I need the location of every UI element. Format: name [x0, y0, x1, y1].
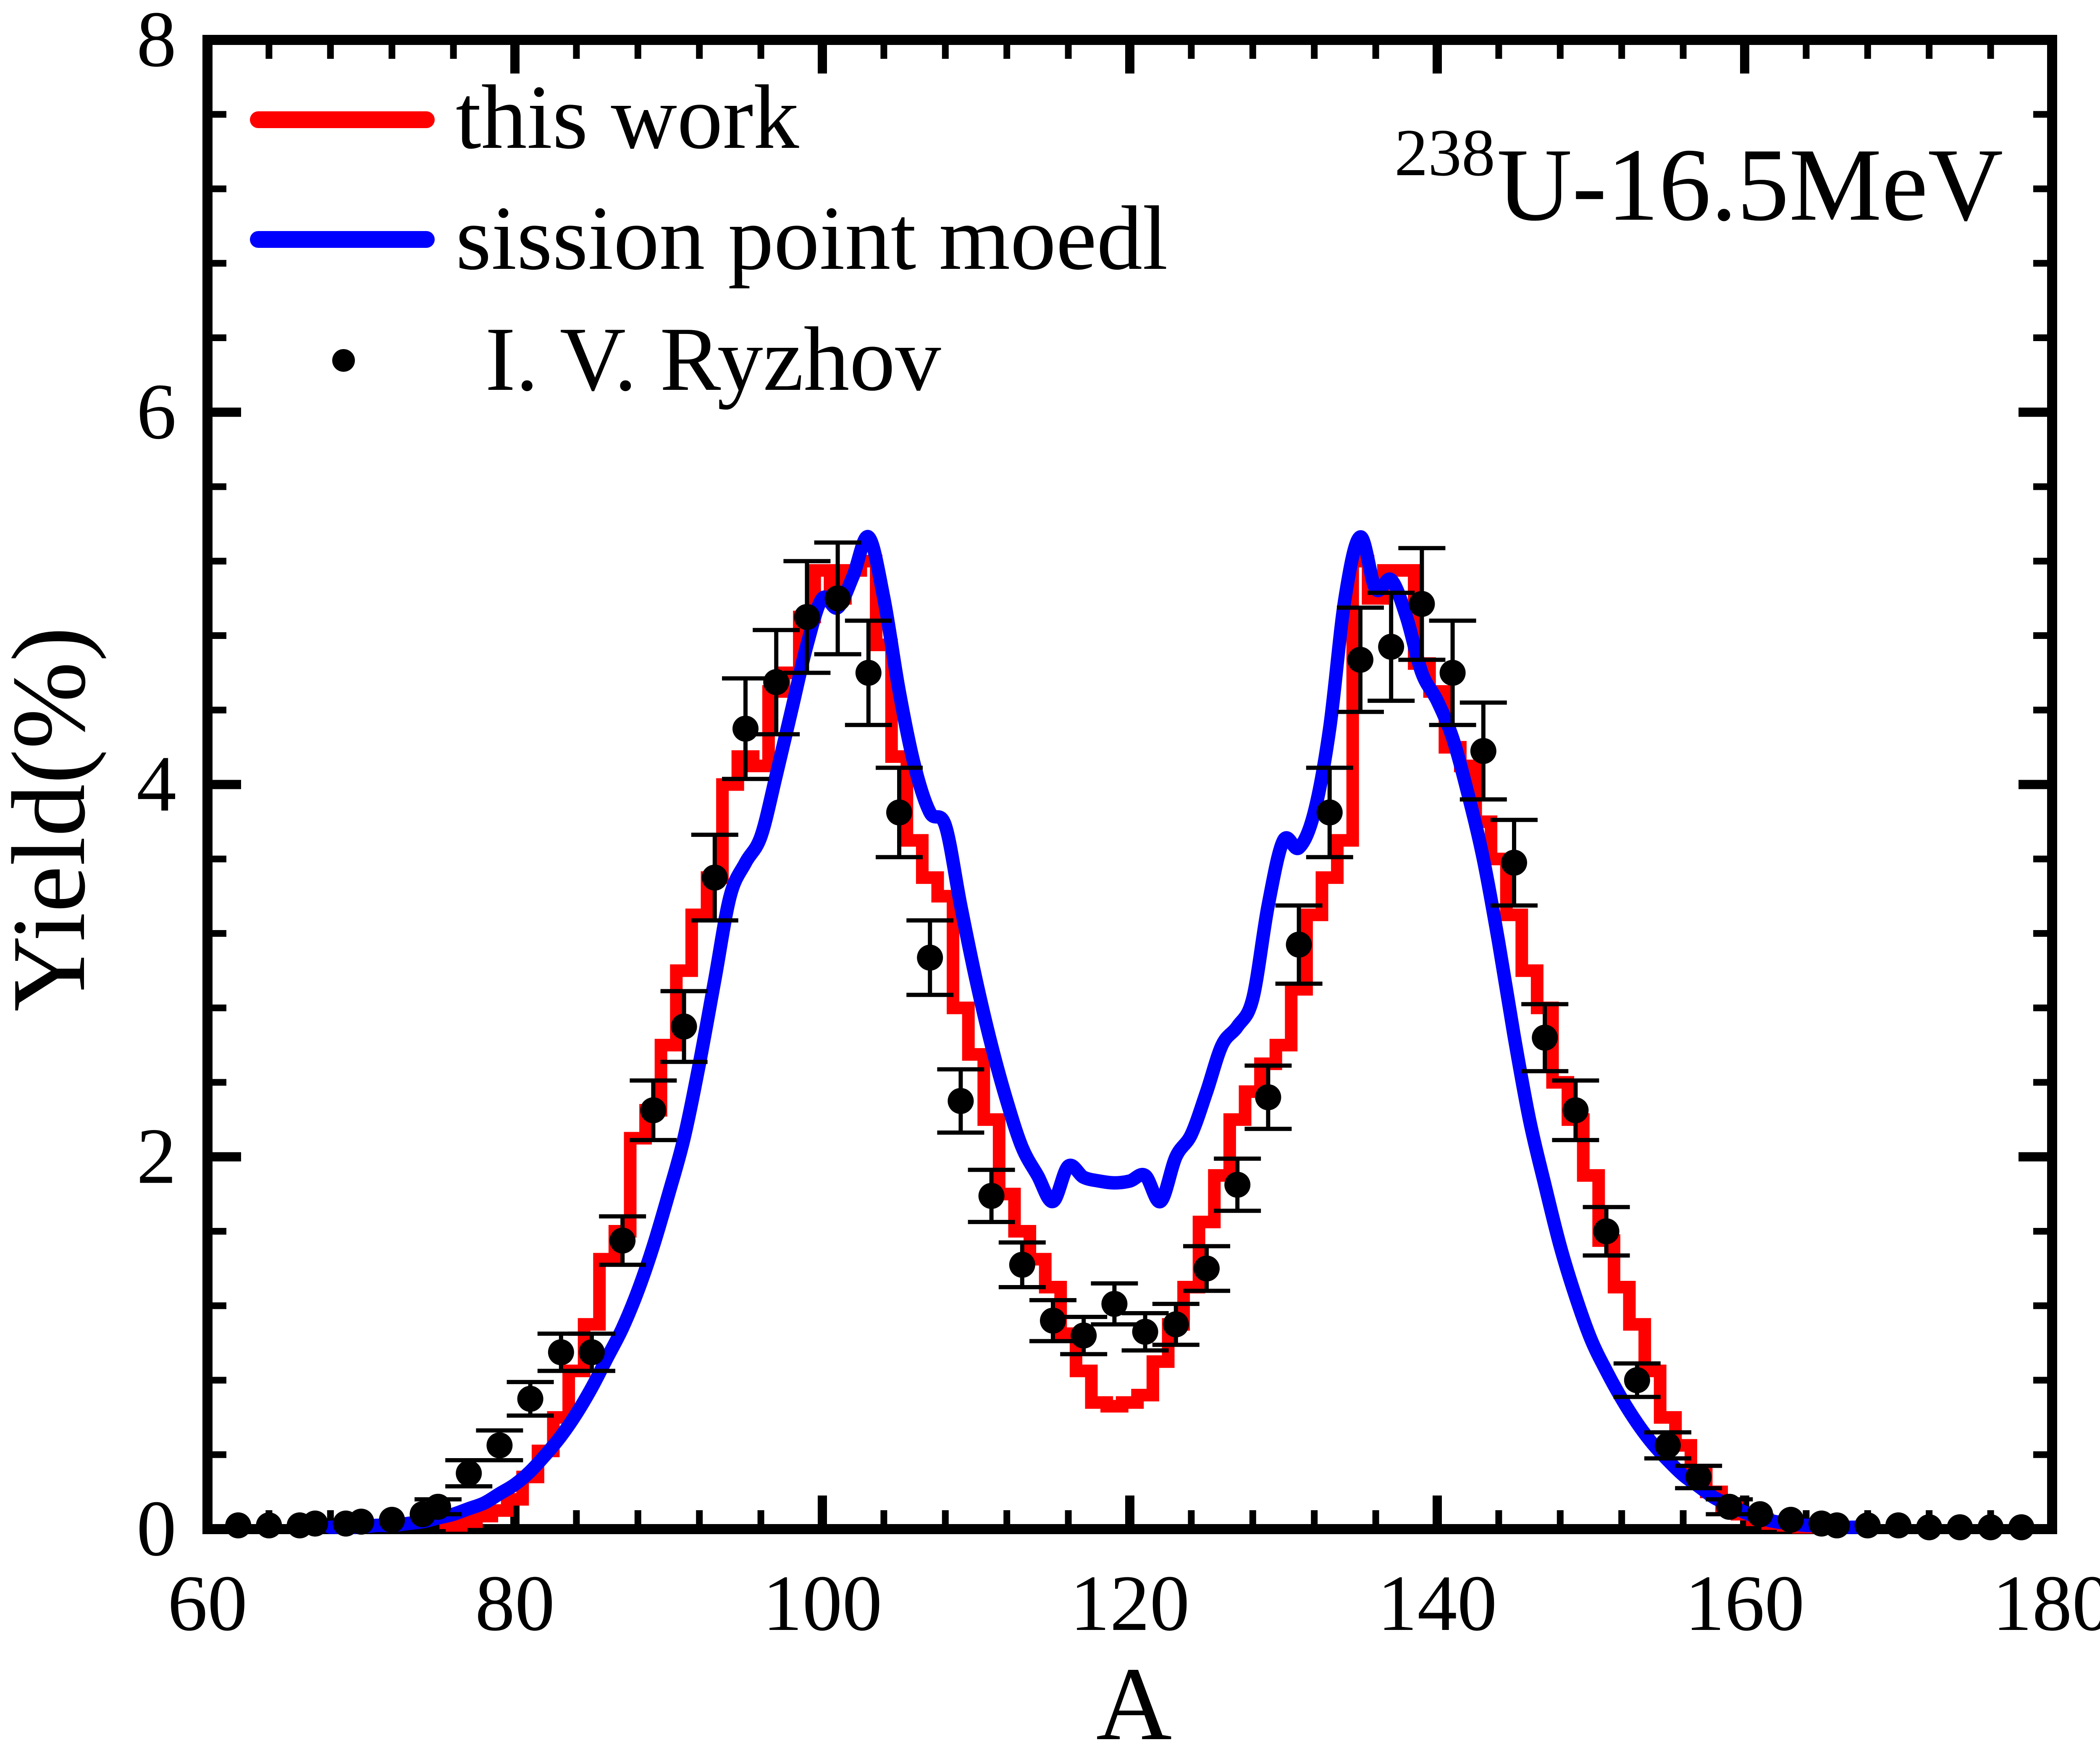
data-point [225, 1512, 252, 1539]
data-point [886, 799, 912, 825]
plot-annotation: 238 U-16.5MeV [1394, 115, 2003, 242]
data-point [1624, 1367, 1650, 1393]
data-point [1194, 1255, 1220, 1282]
data-point [456, 1460, 482, 1487]
data-point [1977, 1514, 2004, 1540]
data-point [948, 1088, 974, 1114]
data-point [1854, 1512, 1881, 1539]
data-point [1562, 1097, 1589, 1123]
y-tick-label: 0 [136, 1485, 176, 1573]
fission-point-model-curve [323, 530, 1874, 1534]
x-tick-label: 160 [1685, 1559, 1805, 1648]
legend-marker-ryzhov [332, 349, 355, 372]
data-point [855, 660, 882, 686]
x-tick-label: 180 [1992, 1559, 2100, 1648]
legend: this work sission point moedl I. V. Ryzh… [250, 67, 1168, 410]
y-axis-title: Yield(%) [0, 627, 107, 1012]
series-this-work [439, 555, 1820, 1534]
data-point [824, 585, 851, 612]
data-point [1255, 1084, 1281, 1110]
series-fission-point-model [323, 530, 1874, 1534]
x-tick-label: 120 [1070, 1559, 1190, 1648]
data-point [548, 1339, 574, 1366]
data-point [1409, 591, 1435, 617]
data-point [794, 604, 820, 630]
data-point [302, 1510, 328, 1537]
x-tick-label: 60 [168, 1559, 247, 1648]
x-tick-label: 140 [1378, 1559, 1497, 1648]
data-point [609, 1227, 636, 1254]
this-work-step-curve [439, 555, 1820, 1534]
y-tick-label: 6 [136, 368, 176, 456]
x-axis-title: A [1096, 1646, 1172, 1761]
annotation-superscript: 238 [1394, 115, 1495, 190]
data-point [1132, 1319, 1158, 1345]
y-tick-label: 4 [136, 740, 176, 828]
data-point [1885, 1512, 1911, 1539]
data-point [1224, 1172, 1251, 1198]
data-point [348, 1509, 374, 1535]
data-point [1655, 1432, 1681, 1459]
data-point [379, 1506, 405, 1533]
data-point [256, 1512, 282, 1539]
data-point [2008, 1514, 2034, 1540]
data-point [701, 865, 728, 891]
data-point [671, 1013, 697, 1040]
data-point [1947, 1514, 1973, 1540]
x-tick-label: 80 [475, 1559, 555, 1648]
y-tick-label: 8 [136, 0, 176, 84]
data-point [1916, 1514, 1942, 1540]
legend-label-fission-point-model: sission point moedl [456, 188, 1168, 289]
data-point [978, 1183, 1005, 1209]
data-point [1378, 633, 1404, 660]
annotation-main: U-16.5MeV [1497, 127, 2003, 242]
data-point [1716, 1493, 1743, 1520]
data-point [1316, 799, 1343, 825]
data-point [1071, 1322, 1097, 1349]
data-point [1286, 931, 1312, 958]
x-tick-label: 100 [763, 1559, 882, 1648]
axis-ticks [203, 35, 2057, 1534]
y-tick-label: 2 [136, 1112, 176, 1201]
data-point [579, 1339, 605, 1366]
data-point [1347, 647, 1373, 673]
data-point [1747, 1501, 1773, 1527]
data-point [1470, 738, 1496, 764]
data-point [1824, 1512, 1850, 1539]
data-point [1777, 1506, 1804, 1533]
data-point [1101, 1291, 1128, 1317]
data-point [1009, 1251, 1035, 1278]
axis-tick-labels: 60 80 100 120 140 160 180 0 2 4 6 8 [136, 0, 2100, 1648]
data-point [763, 669, 790, 695]
series-ryzhov-data [225, 540, 2034, 1540]
data-point [1685, 1464, 1712, 1490]
data-point [640, 1097, 667, 1123]
data-point [1439, 660, 1466, 686]
legend-label-ryzhov: I. V. Ryzhov [485, 309, 941, 410]
data-point [917, 944, 943, 971]
data-point [1532, 1025, 1558, 1051]
data-point [1163, 1311, 1189, 1338]
legend-label-this-work: this work [456, 67, 799, 168]
data-point [1593, 1218, 1620, 1244]
data-point [425, 1493, 451, 1520]
data-point [517, 1385, 543, 1412]
data-point [1501, 849, 1527, 876]
data-point [732, 715, 759, 742]
data-point [486, 1432, 513, 1459]
data-point [1040, 1307, 1066, 1334]
